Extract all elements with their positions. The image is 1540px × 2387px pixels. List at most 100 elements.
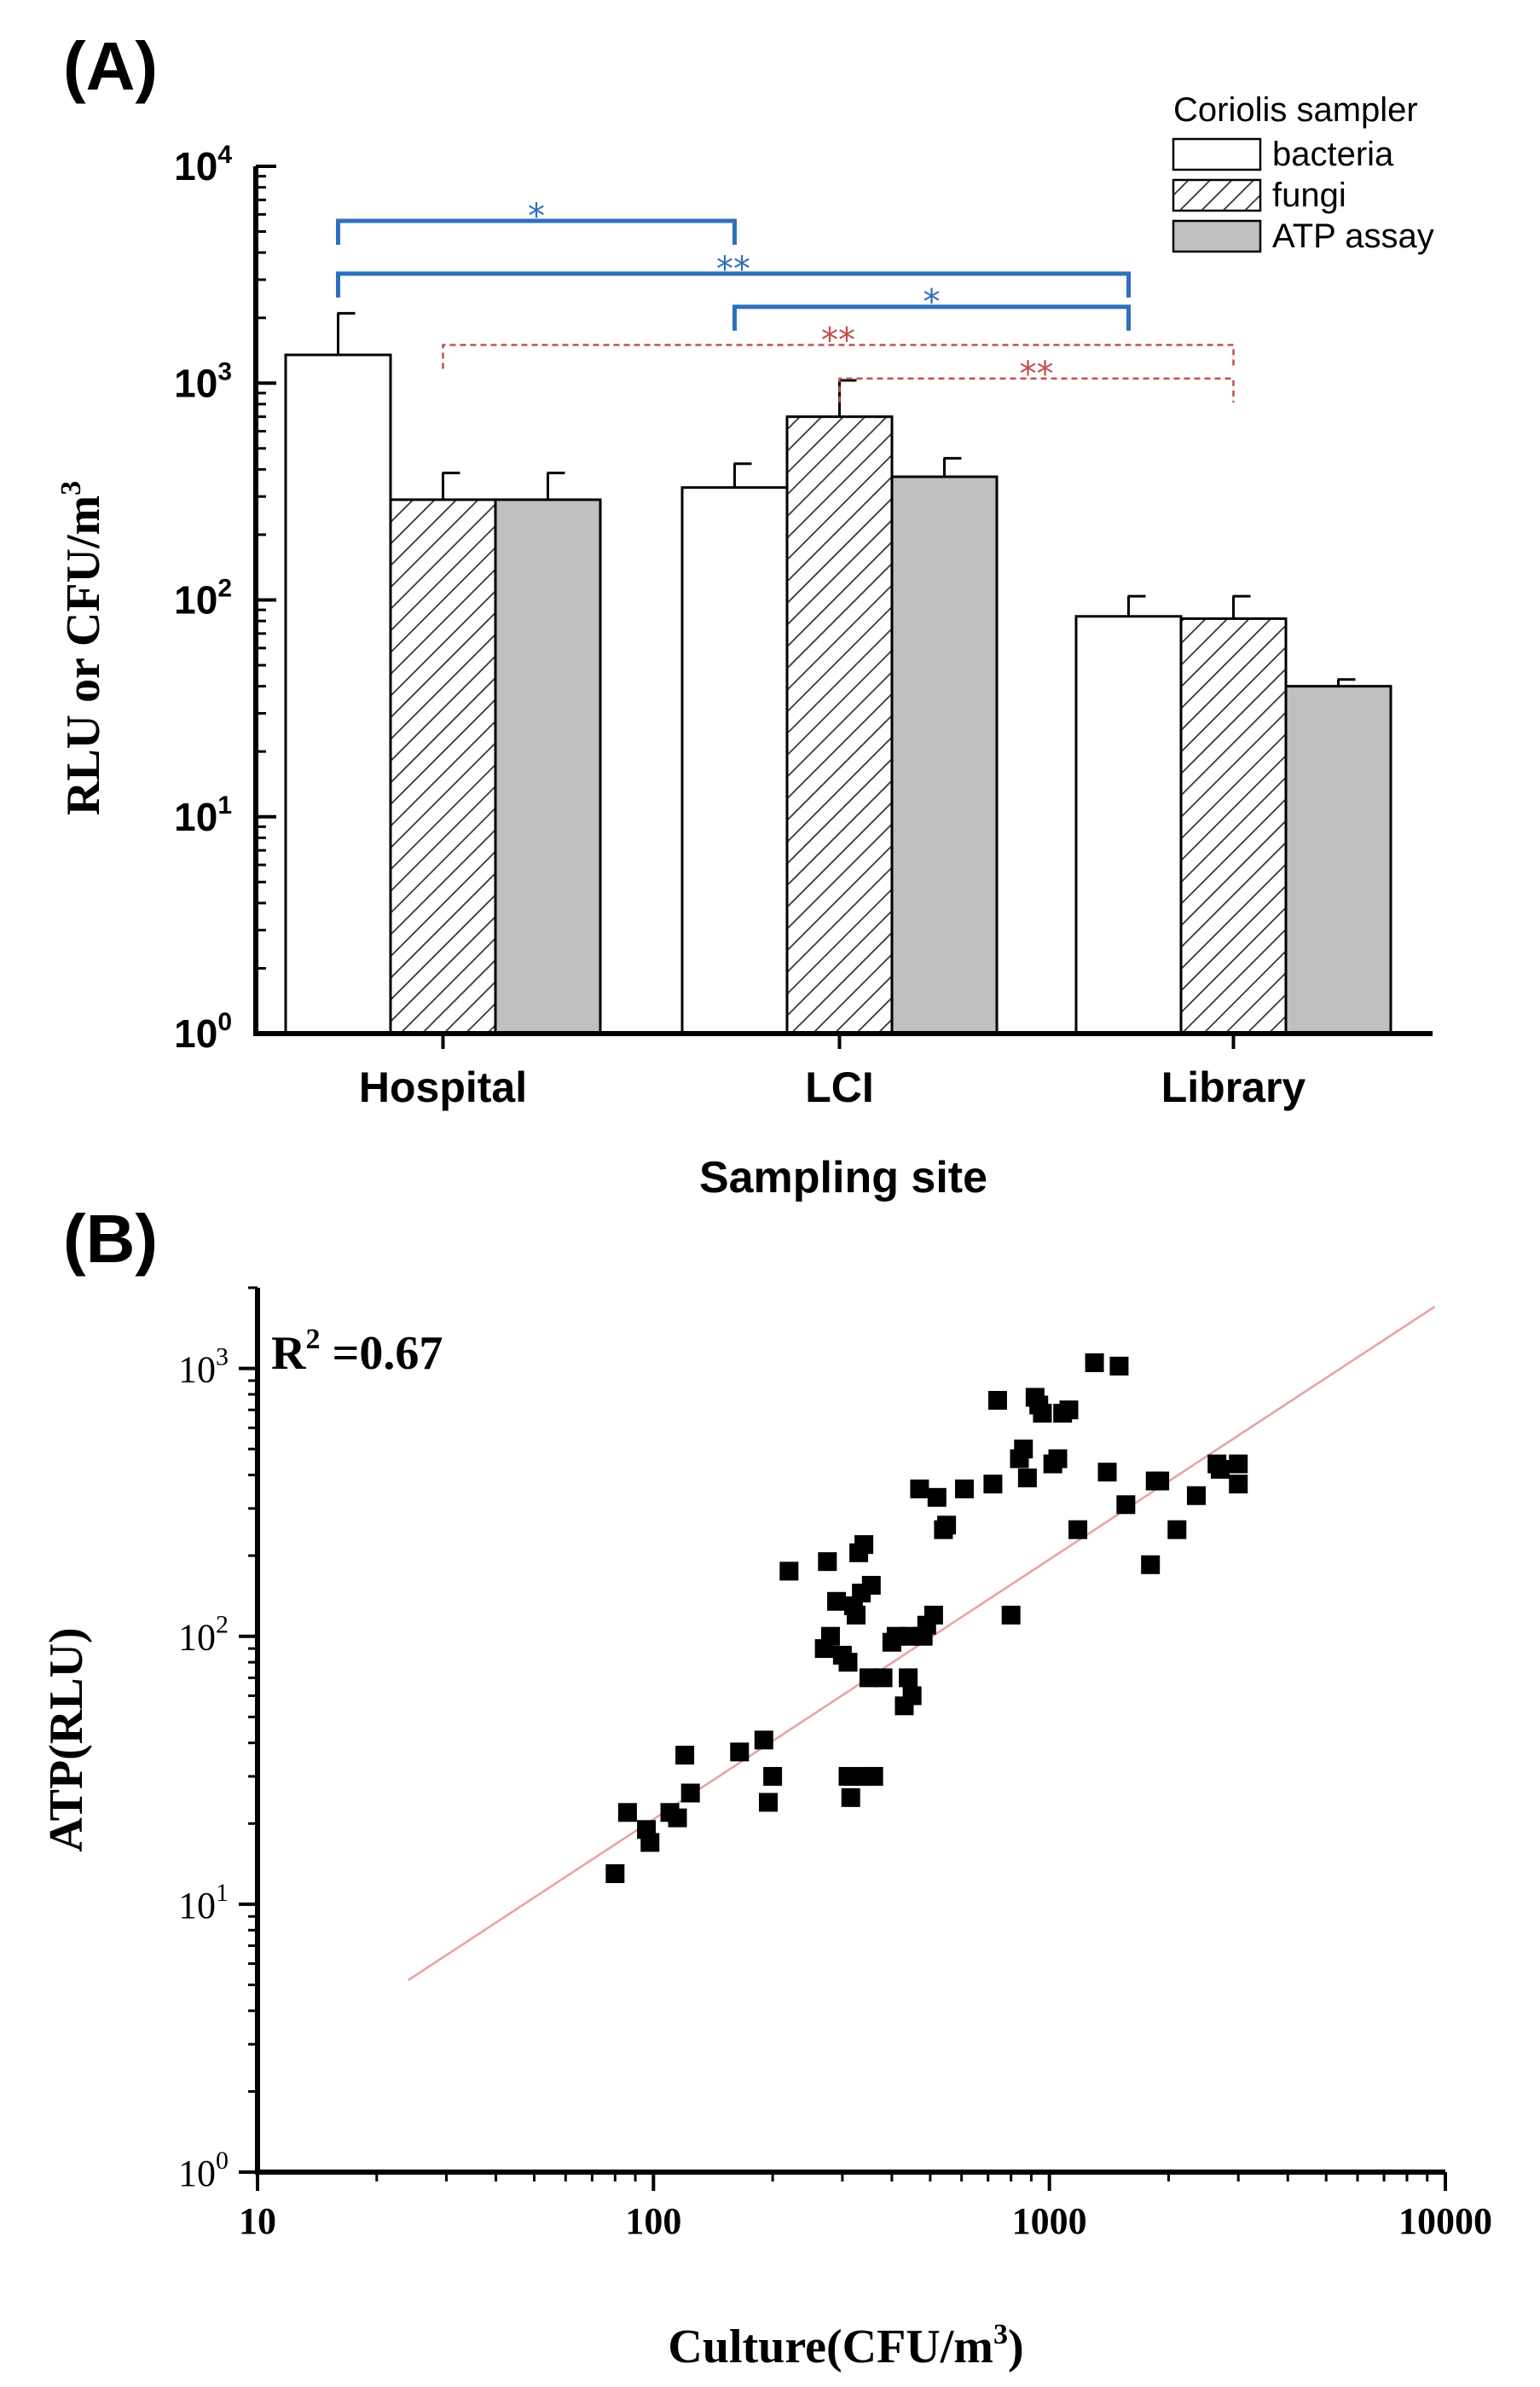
scatter-point — [899, 1668, 918, 1688]
r-squared-annotation: R2 =0.67 — [271, 1324, 443, 1380]
y-tick-label-b-base: 10 — [178, 1349, 216, 1391]
y-tick-label-a-exp: 2 — [217, 575, 232, 603]
bar-fungi-lci — [785, 415, 894, 1035]
x-axis-title-b-sup: 3 — [993, 2319, 1008, 2350]
scatter-point — [617, 1803, 637, 1822]
y-tick-label-a-base: 10 — [174, 144, 217, 188]
scatter-point — [910, 1479, 929, 1498]
scatter-point — [763, 1766, 783, 1786]
y-tick-label-b-exp: 3 — [216, 1343, 229, 1371]
y-tick-label-a-exp: 1 — [217, 791, 232, 820]
legend-swatch-bacteria — [1172, 137, 1262, 171]
scatter-point — [1097, 1463, 1117, 1482]
bar-fungi-library — [1179, 617, 1288, 1035]
scatter-point — [1210, 1459, 1230, 1479]
r-squared-base: R — [271, 1327, 306, 1380]
x-tick-label-b: 10000 — [1398, 2200, 1492, 2242]
r-squared-sup: 2 — [305, 1324, 320, 1355]
significance-label: ** — [716, 250, 750, 289]
scatter-point — [983, 1474, 1003, 1494]
scatter-point — [820, 1626, 840, 1646]
significance-label: * — [923, 283, 941, 322]
scatter-point — [937, 1515, 957, 1535]
y-tick-label-a: 104 — [174, 141, 232, 188]
y-tick-label-a-exp: 0 — [217, 1008, 232, 1036]
x-axis-title-b-main: Culture(CFU/m — [668, 2320, 993, 2373]
scatter-point — [827, 1591, 847, 1611]
significance-bracket — [732, 304, 1131, 331]
scatter-point — [838, 1653, 858, 1672]
category-label-library: Library — [1161, 1063, 1306, 1111]
scatter-point — [954, 1479, 974, 1498]
y-tick-label-a-base: 10 — [174, 1011, 217, 1056]
scatter-point — [1141, 1555, 1161, 1574]
x-tick-label-b: 10 — [239, 2200, 276, 2242]
scatter-point — [1048, 1449, 1068, 1469]
legend-label-atp-assay: ATP assay — [1272, 217, 1434, 255]
scatter-point — [818, 1552, 837, 1572]
y-tick-label-b: 103 — [178, 1343, 229, 1391]
y-tick-label-a-base: 10 — [174, 795, 217, 839]
r-squared-value: =0.67 — [320, 1327, 443, 1380]
scatter-point — [864, 1766, 883, 1786]
legend-swatch-atp-assay — [1172, 219, 1262, 253]
panel-a-label: (A) — [63, 28, 158, 104]
x-tick-label-b: 1000 — [1012, 2200, 1087, 2242]
x-axis-title-b-end: ) — [1008, 2320, 1024, 2373]
bar-fungi-hospital — [389, 498, 497, 1035]
x-axis-title-b: Culture(CFU/m3) — [668, 2319, 1023, 2373]
y-tick-label-a: 100 — [174, 1008, 232, 1056]
y-tick-label-b: 102 — [178, 1611, 229, 1659]
scatter-point — [902, 1686, 922, 1706]
scatter-point — [1229, 1454, 1248, 1474]
y-tick-label-a: 101 — [174, 791, 232, 839]
scatter-point — [1068, 1520, 1088, 1539]
bar-atp-assay-lci — [890, 475, 999, 1035]
significance-bracket — [442, 344, 1235, 369]
y-tick-label-b: 100 — [178, 2147, 229, 2194]
significance-bracket — [336, 271, 1131, 298]
bar-bacteria-library — [1074, 615, 1183, 1035]
scatter-point — [779, 1561, 799, 1581]
significance-label: * — [528, 197, 545, 236]
y-tick-label-a-base: 10 — [174, 361, 217, 405]
scatter-point — [668, 1808, 687, 1828]
scatter-point — [1186, 1486, 1206, 1505]
x-axis-title-a: Sampling site — [699, 1153, 987, 1202]
y-tick-label-b-exp: 0 — [216, 2147, 229, 2175]
x-tick-label-b: 100 — [625, 2200, 681, 2242]
y-tick-label-b-base: 10 — [178, 1617, 216, 1659]
bar-bacteria-hospital — [284, 353, 392, 1035]
scatter-point — [854, 1535, 874, 1555]
scatter-point — [1059, 1400, 1079, 1420]
y-tick-label-b-base: 10 — [178, 2152, 216, 2194]
bar-layer — [284, 353, 1392, 1035]
scatter-point — [838, 1766, 858, 1786]
legend-swatch-fungi — [1172, 178, 1262, 212]
significance-bracket — [838, 377, 1235, 403]
y-axis-title-b: ATP(RLU) — [40, 1627, 93, 1851]
y-tick-label-a-exp: 4 — [217, 141, 232, 169]
y-axis-title-a-sup: 3 — [55, 481, 87, 495]
error-bar-layer — [337, 311, 1356, 687]
scatter-point — [886, 1626, 906, 1646]
bar-atp-assay-hospital — [494, 498, 602, 1035]
legend-title: Coriolis sampler — [1173, 91, 1418, 129]
significance-label: ** — [1020, 355, 1054, 394]
scatter-point — [1150, 1471, 1170, 1491]
y-tick-label-b-base: 10 — [178, 1885, 216, 1926]
scatter-point — [605, 1864, 625, 1884]
y-tick-label-a-exp: 3 — [217, 357, 232, 385]
category-label-lci: LCI — [805, 1063, 874, 1111]
scatter-point — [1017, 1469, 1037, 1488]
panel-b-label: (B) — [63, 1201, 158, 1277]
y-tick-label-a: 102 — [174, 575, 232, 623]
significance-layer: ******** — [336, 197, 1235, 403]
scatter-point — [730, 1742, 750, 1762]
bar-atp-assay-library — [1284, 685, 1392, 1035]
